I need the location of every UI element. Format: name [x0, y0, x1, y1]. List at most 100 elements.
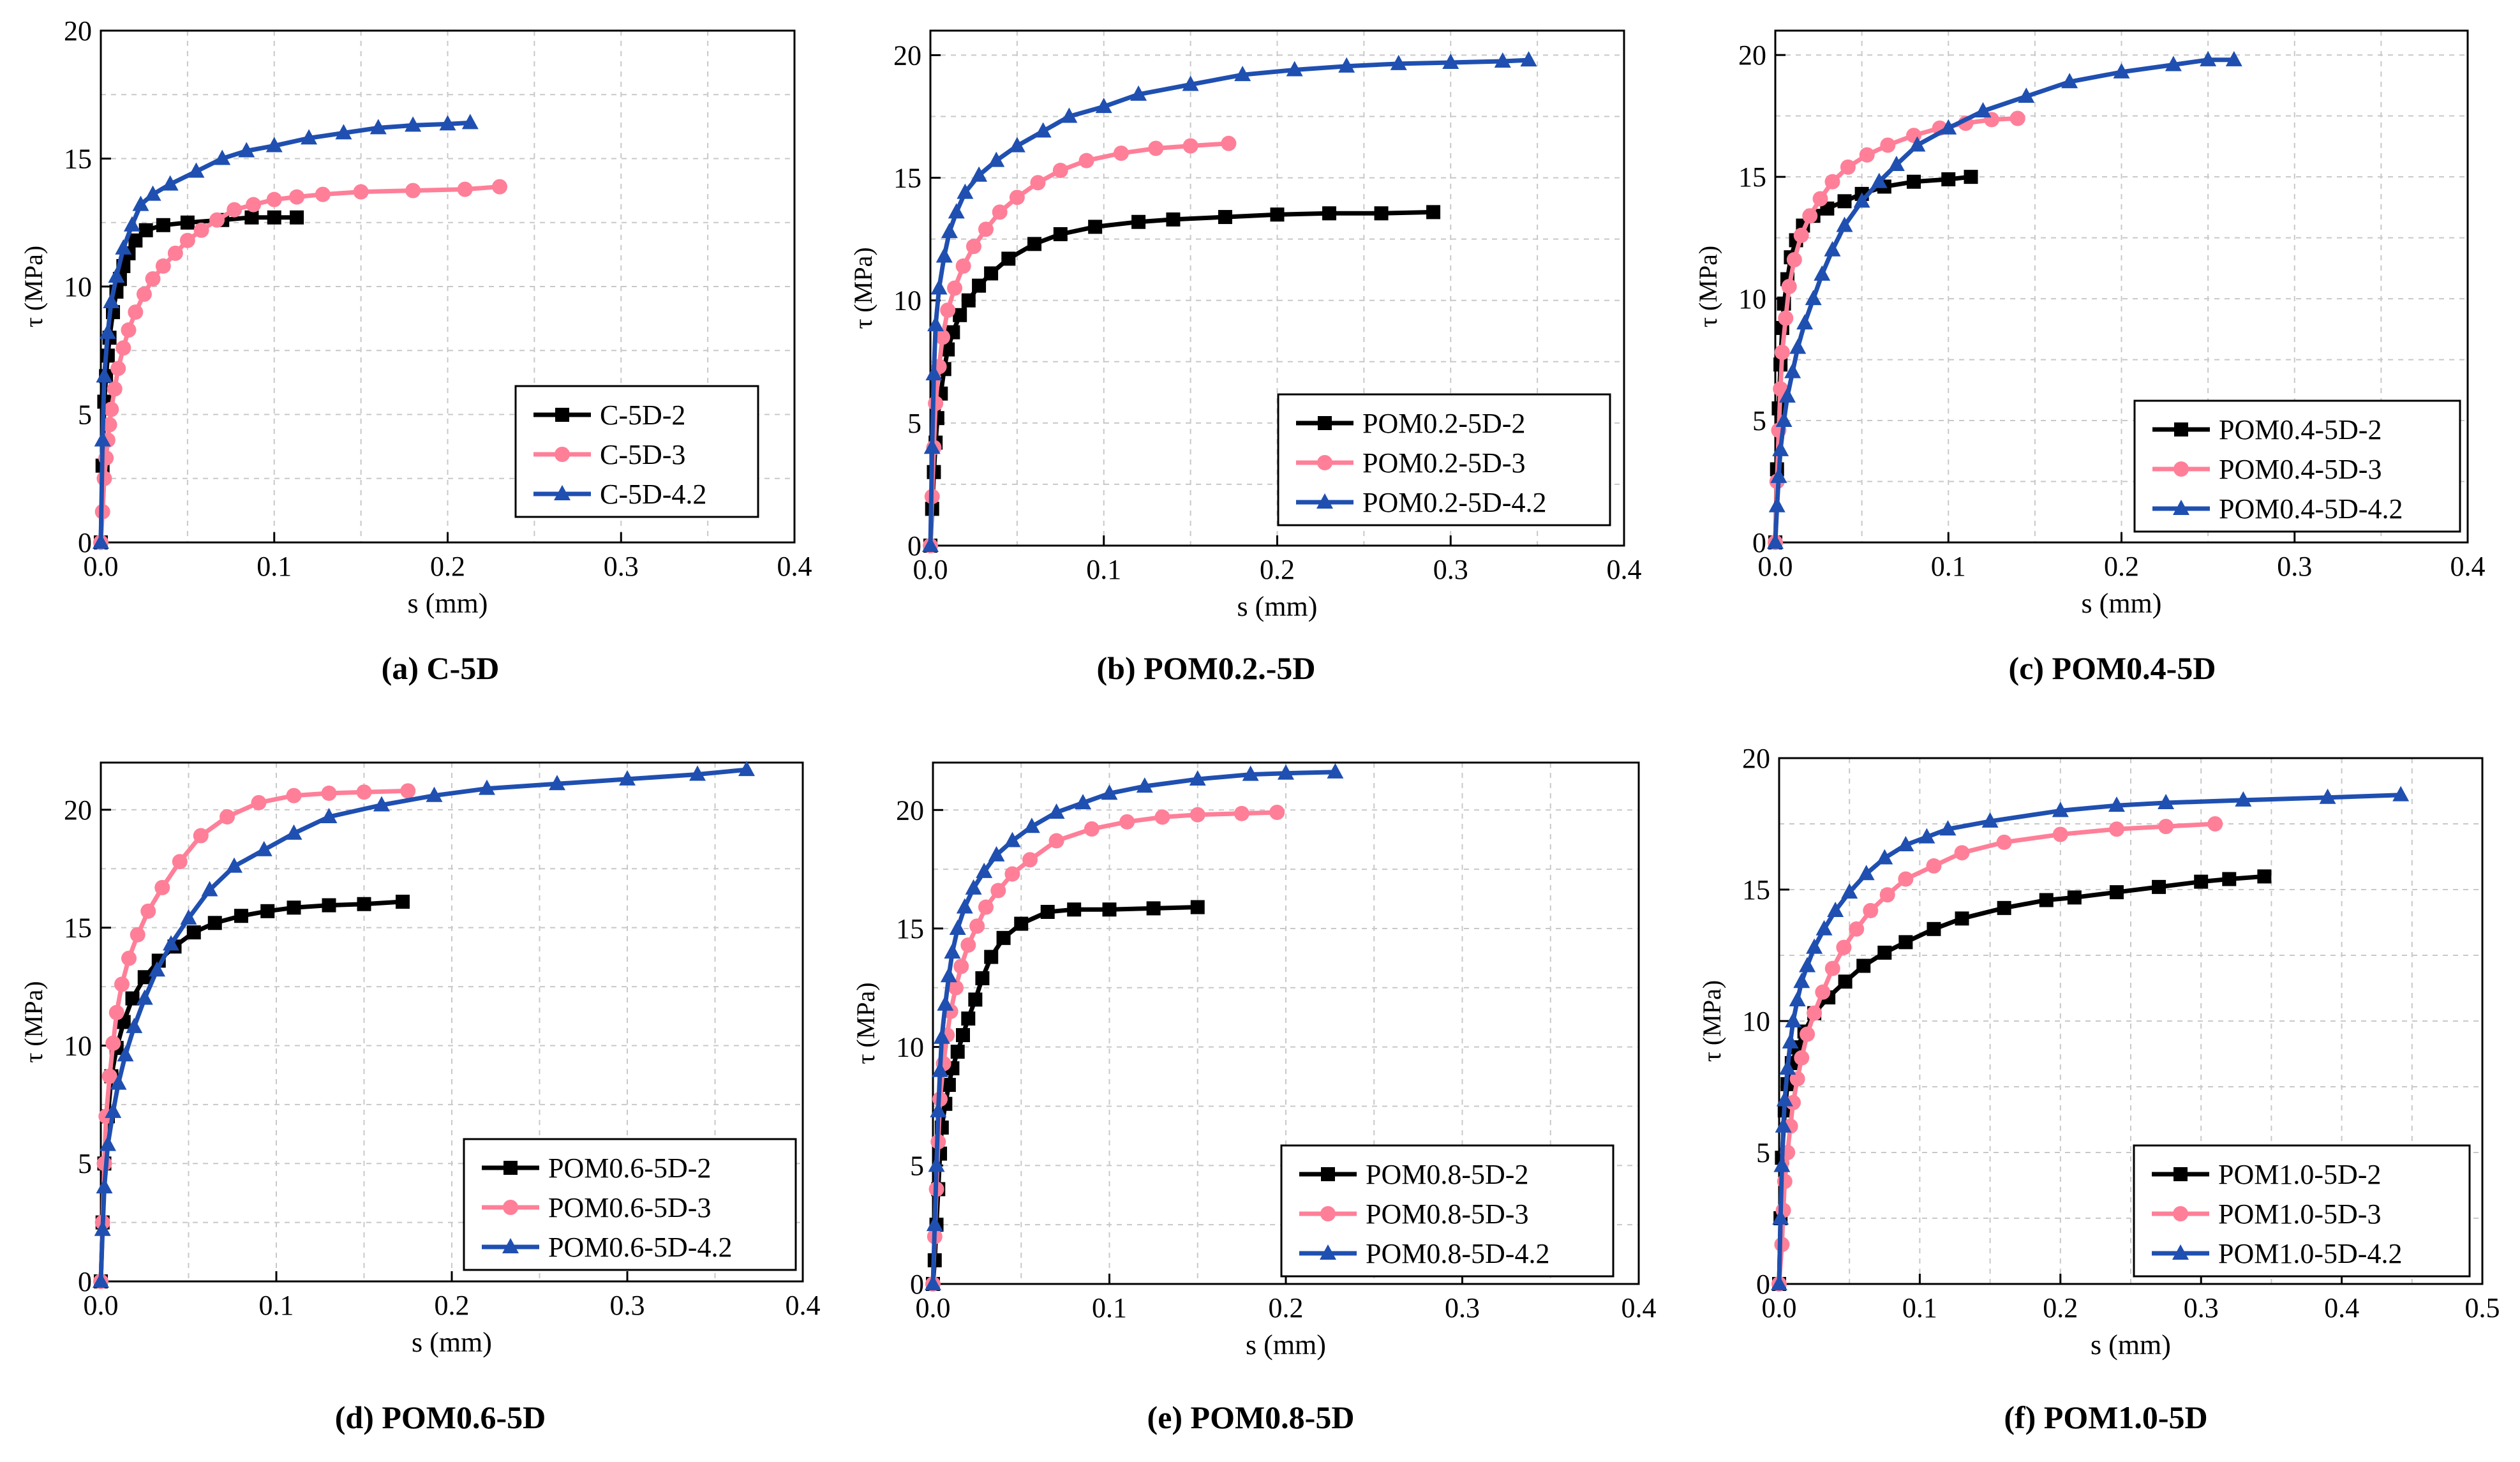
point-a-2-11 [188, 162, 205, 178]
point-b-1-16 [1113, 145, 1129, 161]
point-e-2-0 [925, 1275, 941, 1290]
y-axis-label-a: τ (MPa) [19, 246, 48, 327]
point-e-2-21 [1242, 765, 1259, 781]
point-d-1-14 [220, 809, 235, 824]
point-e-0-7 [941, 1078, 956, 1093]
xtick-label-f-0: 0.0 [1762, 1292, 1797, 1324]
point-e-0-9 [950, 1045, 965, 1059]
point-d-2-22 [689, 765, 706, 781]
point-f-0-16 [1997, 900, 2011, 915]
xtick-label-e-1: 0.1 [1092, 1292, 1127, 1324]
point-b-2-4 [930, 279, 948, 295]
point-c-0-16 [1941, 172, 1956, 186]
point-d-2-8 [136, 989, 153, 1005]
point-f-2-14 [1841, 883, 1858, 899]
point-e-2-4 [932, 1061, 949, 1077]
point-f-1-20 [1996, 834, 2012, 850]
point-c-1-19 [2009, 110, 2025, 126]
ytick-label-c-2: 10 [1738, 283, 1766, 315]
point-f-2-2 [1773, 1156, 1791, 1172]
ytick-label-b-3: 15 [893, 163, 921, 194]
point-c-2-24 [2225, 50, 2242, 66]
ytick-label-f-1: 5 [1756, 1137, 1770, 1168]
xtick-label-d-3: 0.3 [610, 1290, 645, 1321]
point-e-2-13 [988, 846, 1005, 862]
legend-label-d-2: POM0.6-5D-4.2 [548, 1232, 732, 1263]
point-f-1-24 [2207, 816, 2223, 832]
series-b-0 [923, 205, 1441, 553]
legend-marker-b-2 [1316, 493, 1333, 509]
ytick-label-b-0: 0 [907, 530, 921, 562]
point-a-1-7 [107, 381, 123, 397]
point-e-2-10 [956, 898, 973, 914]
point-c-1-5 [1778, 310, 1794, 326]
point-a-1-2 [96, 470, 112, 486]
point-d-0-18 [396, 895, 410, 909]
point-b-2-16 [1182, 75, 1199, 91]
ytick-label-f-0: 0 [1756, 1269, 1770, 1300]
point-b-2-22 [1494, 52, 1511, 68]
xtick-label-c-4: 0.4 [2450, 551, 2486, 582]
panel-c: 0.0 0.1 0.2 0.3 0.4 0 5 10 15 20 s (mm) τ (MPa) POM0… [1694, 29, 2486, 619]
point-c-2-4 [1775, 412, 1793, 428]
legend-label-a-1: C-5D-3 [600, 439, 685, 470]
point-e-1-14 [1004, 866, 1020, 882]
legend-marker-c-2 [2173, 500, 2189, 515]
point-e-1-9 [953, 959, 969, 974]
point-b-2-6 [941, 223, 958, 239]
legend-marker-a-0 [555, 408, 569, 422]
point-f-0-22 [2222, 872, 2237, 886]
point-a-1-5 [101, 417, 117, 433]
point-c-2-5 [1778, 387, 1796, 403]
point-c-2-1 [1768, 496, 1786, 512]
point-d-0-13 [234, 909, 248, 923]
point-c-2-3 [1772, 440, 1789, 456]
point-c-1-7 [1786, 251, 1802, 267]
point-a-1-25 [405, 183, 421, 198]
legend-label-e-2: POM0.8-5D-4.2 [1366, 1238, 1549, 1269]
x-axis-label-d: s (mm) [412, 1327, 492, 1358]
point-a-1-19 [227, 202, 242, 218]
xtick-label-f-3: 0.3 [2184, 1292, 2219, 1324]
point-e-2-12 [976, 862, 993, 878]
point-e-1-17 [1084, 821, 1100, 837]
point-a-1-15 [167, 245, 183, 261]
point-b-0-19 [1218, 210, 1232, 225]
point-e-0-18 [1067, 902, 1082, 917]
point-f-1-11 [1815, 984, 1831, 1000]
point-b-0-14 [1027, 237, 1042, 251]
y-axis-label-d: τ (MPa) [19, 981, 48, 1063]
point-a-1-20 [246, 197, 262, 213]
xtick-label-a-4: 0.4 [777, 551, 812, 582]
point-b-2-5 [936, 247, 953, 263]
point-d-0-16 [322, 898, 336, 913]
point-c-2-18 [1974, 102, 1992, 118]
point-f-0-12 [1877, 945, 1892, 960]
point-d-1-12 [172, 854, 188, 870]
point-c-2-16 [1909, 136, 1926, 152]
point-f-1-22 [2108, 821, 2124, 837]
point-f-1-10 [1807, 1005, 1823, 1021]
ytick-label-a-1: 5 [78, 399, 92, 431]
ytick-label-e-1: 5 [910, 1150, 924, 1181]
point-b-2-20 [1390, 54, 1407, 70]
point-b-2-14 [1095, 98, 1112, 114]
legend-marker-f-0 [2173, 1167, 2188, 1181]
point-d-1-11 [154, 879, 170, 895]
legend-label-d-0: POM0.6-5D-2 [548, 1152, 711, 1184]
point-b-0-7 [941, 342, 955, 357]
ytick-label-e-3: 15 [896, 913, 924, 944]
point-e-0-14 [984, 950, 999, 964]
point-a-1-16 [179, 232, 195, 248]
point-d-1-13 [193, 828, 209, 844]
point-c-2-21 [2113, 63, 2130, 78]
point-d-2-17 [373, 796, 390, 812]
point-f-2-26 [2392, 786, 2410, 802]
point-a-2-3 [99, 324, 116, 339]
point-e-0-13 [975, 971, 990, 985]
point-e-0-19 [1102, 902, 1117, 917]
point-f-2-5 [1779, 1059, 1796, 1075]
ytick-label-e-2: 10 [896, 1032, 924, 1063]
series-a-0 [94, 210, 304, 549]
